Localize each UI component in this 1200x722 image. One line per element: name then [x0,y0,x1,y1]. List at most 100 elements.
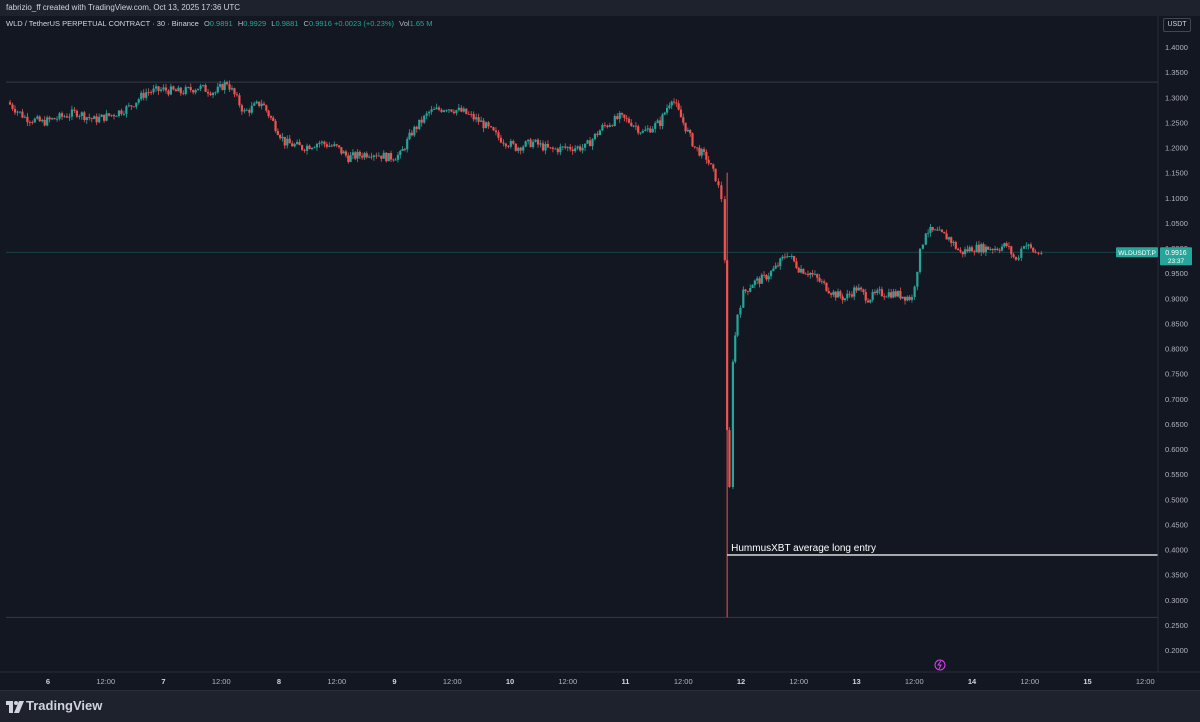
candle-body [623,114,626,118]
candle-body [189,87,192,91]
candle-body [437,107,441,110]
candle-body [613,116,616,126]
candle-body [342,151,345,154]
candle-body [221,84,224,90]
candle-body [806,273,810,275]
candle-body [579,146,582,151]
candle-body [887,292,890,297]
lightning-icon[interactable] [934,659,946,671]
candlestick-chart[interactable]: HummusXBT average long entry0.3890 1.400… [0,16,1200,688]
candle-body [164,87,168,91]
x-tick-label: 12:00 [212,677,231,686]
candle-body [524,141,527,147]
candle-body [534,139,537,142]
candle-body [736,314,739,336]
candle-body [372,155,375,158]
candle-body [734,335,737,362]
y-tick-label: 1.3500 [1165,68,1188,77]
candle-body [48,117,51,120]
candle-body [596,133,599,136]
candle-body [85,117,88,121]
x-tick-label: 11 [622,677,630,686]
candle-body [403,149,406,150]
candle-body [430,109,433,112]
y-tick-label: 1.0500 [1165,219,1188,228]
candle-body [1012,254,1015,257]
candle-body [860,287,863,290]
candle-body [616,116,619,120]
time-axis[interactable]: 6 12:00 7 12:00 8 12:00 9 12:00 10 12:00 11 12:00 12… [0,671,1200,686]
candle-body [797,267,800,273]
candle-body [363,153,366,158]
candle-body [8,102,12,105]
candle-body [601,124,604,131]
candle-body [980,244,983,253]
y-tick-label: 0.8000 [1165,345,1188,354]
candle-body [13,108,17,113]
candle-body [675,102,678,104]
x-tick-label: 12:00 [558,677,577,686]
candle-body [492,127,495,131]
y-tick-label: 0.7000 [1165,395,1188,404]
candle-body [248,109,251,113]
candle-body [527,139,530,142]
candle-body [742,289,745,308]
candle-body [182,93,185,95]
candle-body [63,116,66,118]
candle-body [418,119,421,129]
candle-body [315,143,319,148]
candle-body [663,112,666,115]
candle-body [187,87,190,88]
price-axis[interactable]: 1.4000 1.3500 1.3000 1.2500 1.2000 1.1500 1.10… [1157,16,1200,688]
candle-body [265,105,268,111]
candle-body [576,146,579,149]
candle-body [230,88,234,90]
candle-body [795,261,798,268]
candle-body [98,116,101,123]
candle-body [823,281,826,283]
candle-body [799,268,803,273]
candle-body [910,296,914,300]
candle-body [853,287,856,297]
candle-body [281,136,284,139]
candle-body [994,248,997,251]
candle-body [202,85,205,86]
y-tick-label: 0.5500 [1165,470,1188,479]
candle-body [772,268,775,271]
candle-body [827,291,830,294]
candle-body [825,282,828,292]
candle-body [375,155,378,157]
candle-body [489,126,493,128]
candle-body [973,251,976,253]
candle-body [333,144,336,147]
candle-body [457,107,460,111]
candle-body [392,159,395,161]
candle-body [11,104,14,109]
candle-body [880,289,884,297]
candle-body [873,291,877,293]
candle-body [959,250,962,252]
candle-body [238,95,241,106]
candle-body [122,113,125,115]
chart-area[interactable]: HummusXBT average long entry0.3890 1.400… [0,16,1200,688]
currency-button[interactable]: USDT [1163,18,1191,32]
candle-body [783,256,786,258]
x-tick-label: 12:00 [905,677,924,686]
candle-body [566,146,569,148]
candle-body [340,147,343,154]
candle-body [291,143,294,147]
candle-body [55,118,59,120]
candle-body [361,155,364,158]
candle-body [472,114,475,120]
candle-body [197,88,200,91]
candle-body [484,122,488,129]
candle-body [276,130,279,135]
candle-body [693,146,696,148]
candle-body [634,125,637,127]
candle-body [717,181,720,186]
annotation-layer[interactable]: HummusXBT average long entry0.3890 [727,543,1192,561]
y-tick-label: 1.2500 [1165,118,1188,127]
candle-body [691,133,694,147]
candle-body [296,142,299,145]
legend-c-label: C [303,19,309,28]
